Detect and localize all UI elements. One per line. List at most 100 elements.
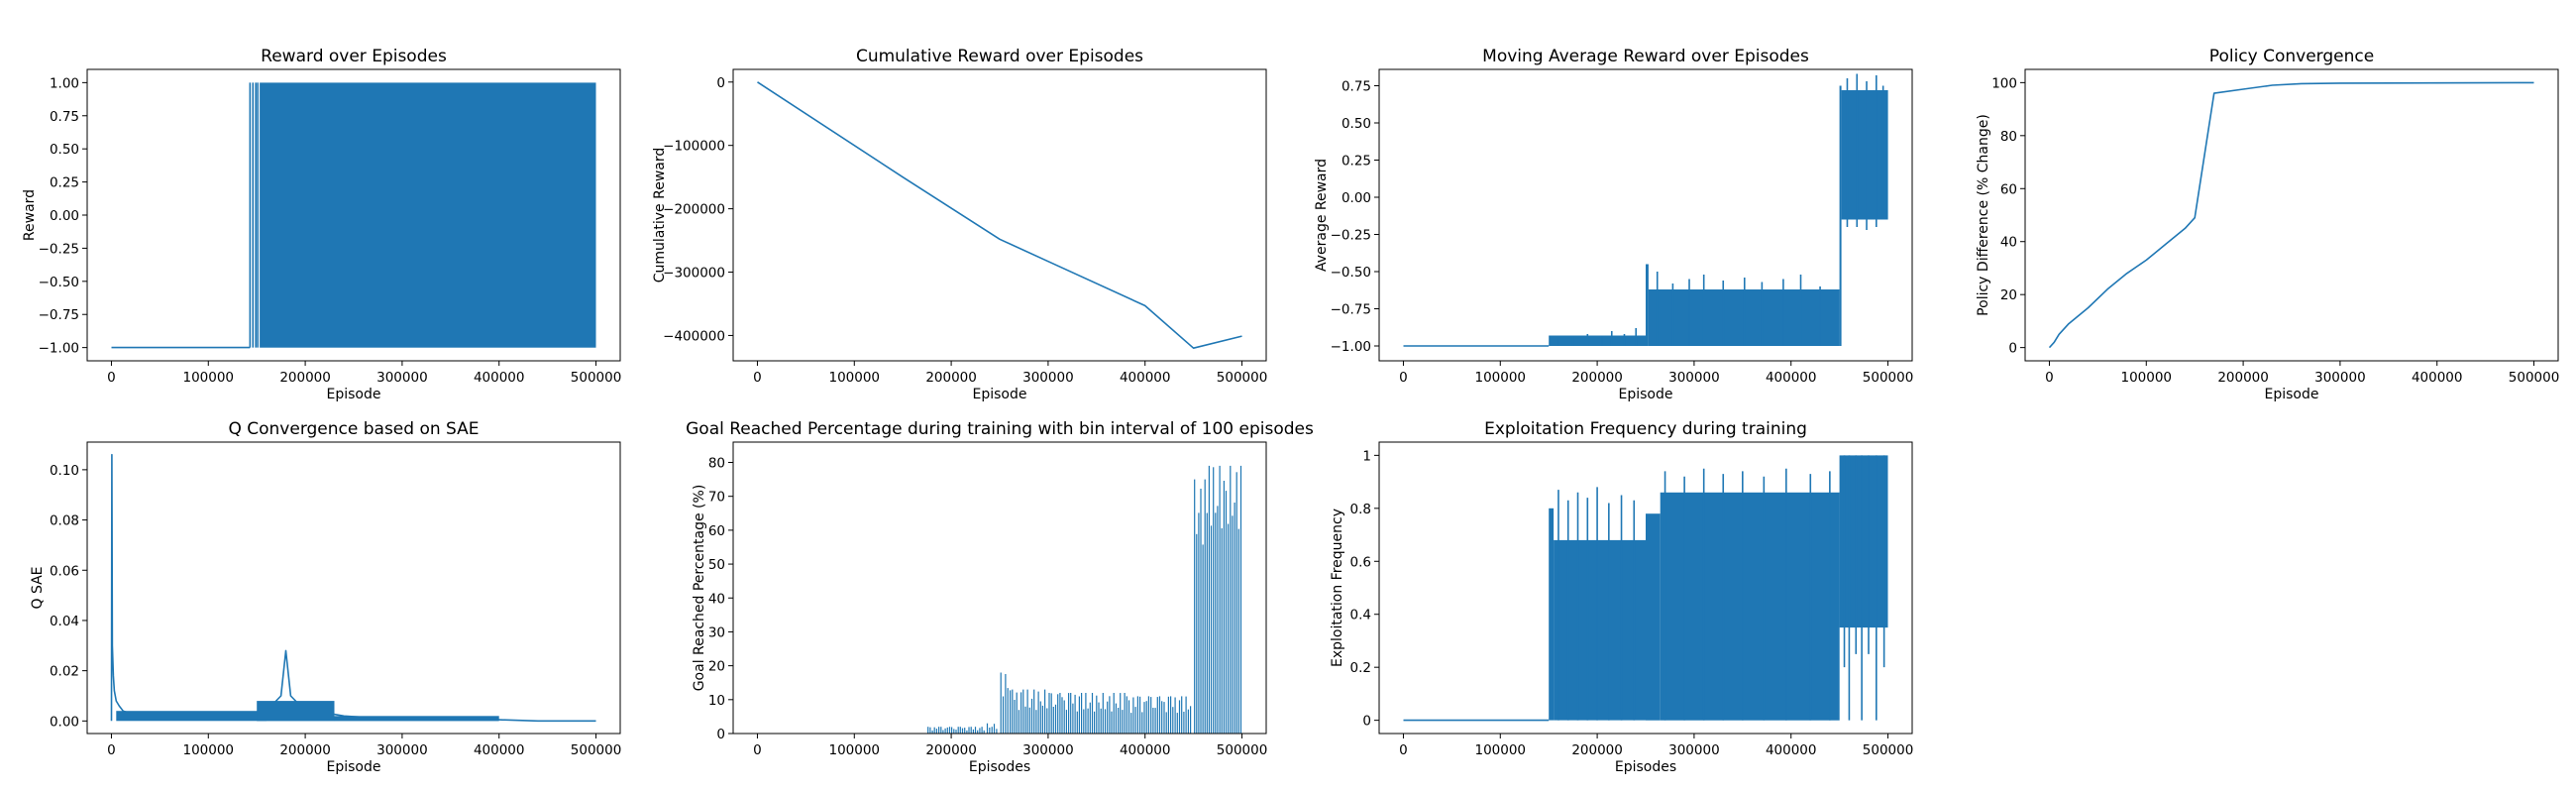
chart-6-bar-4-8 <box>1026 689 1028 734</box>
chart-3-data-band-5 <box>1841 90 1888 220</box>
chart-panel-3: 0 100000 200000 300000 400000 500000 −1.00 −0.7… <box>1314 47 1913 402</box>
chart-3-y-tick-label-7: 0.50 <box>1342 116 1371 132</box>
chart-6-y-tick-label-9: 80 <box>708 456 725 472</box>
chart-1-x-tick-label-5: 400000 <box>474 370 525 386</box>
chart-6-bar-6-17 <box>1161 701 1163 734</box>
chart-6-bar-4-7 <box>1024 706 1026 734</box>
chart-6-bar-8-2 <box>1210 525 1213 734</box>
chart-6-bar-1-24 <box>977 730 979 734</box>
chart-5-data-band-1 <box>116 711 267 722</box>
chart-2-y-tick-label-2: −300000 <box>663 266 725 282</box>
chart-1-y-tick-label-5: 0.00 <box>50 208 79 224</box>
chart-6-bar-4-12 <box>1035 710 1037 734</box>
chart-6-bar-4-5 <box>1020 692 1022 734</box>
chart-4-y-tick-label-2: 20 <box>2000 287 2017 303</box>
chart-7-x-tick-label-5: 400000 <box>1766 742 1817 758</box>
chart-1-data-band-1 <box>260 82 596 348</box>
chart-6-bar-4-9 <box>1028 707 1030 734</box>
chart-6-bar-1-14 <box>955 730 957 734</box>
chart-6-bar-5-5 <box>1057 694 1059 734</box>
chart-6-bar-1-16 <box>959 727 961 734</box>
chart-6-bar-8-14 <box>1235 472 1237 734</box>
chart-6-bar-5-11 <box>1070 693 1072 734</box>
chart-7-title: Exploitation Frequency during training <box>1484 419 1807 439</box>
chart-6-bar-6-12 <box>1150 697 1152 734</box>
chart-3-y-tick-label-6: 0.25 <box>1342 154 1371 170</box>
chart-6-bar-4-17 <box>1046 708 1048 734</box>
chart-6-bar-5-12 <box>1072 703 1074 734</box>
chart-7-x-tick-label-4: 300000 <box>1668 742 1720 758</box>
chart-6-bar-1-27 <box>983 730 985 734</box>
chart-2-y-tick-label-3: −200000 <box>663 202 725 218</box>
chart-5-data-band-2 <box>257 701 335 722</box>
chart-4-axes-frame <box>2024 68 2559 362</box>
chart-2-y-tick-label-4: −100000 <box>663 139 725 155</box>
chart-5-x-tick-label-1: 0 <box>107 742 116 758</box>
chart-6-bar-5-6 <box>1059 693 1061 734</box>
chart-6-bar-1-5 <box>935 729 937 734</box>
chart-6-bar-6-16 <box>1158 696 1161 734</box>
chart-6-bar-5-15 <box>1078 696 1080 734</box>
chart-6-bar-5-8 <box>1063 700 1065 734</box>
chart-6-bar-4-11 <box>1033 689 1035 734</box>
chart-6-bar-6-20 <box>1167 696 1169 734</box>
chart-6-bar-2-4 <box>993 724 996 734</box>
chart-4-series-line-1 <box>2048 81 2534 349</box>
chart-3-x-tick-label-6: 500000 <box>1863 370 1914 386</box>
chart-7-x-tick-label-6: 500000 <box>1863 742 1914 758</box>
chart-4-x-tick-label-4: 300000 <box>2314 370 2366 386</box>
chart-6-bar-6-10 <box>1145 701 1147 734</box>
chart-6-y-tick-label-7: 60 <box>708 523 725 539</box>
chart-4-y-tick-label-3: 40 <box>2000 235 2017 251</box>
chart-5-x-tick-label-4: 300000 <box>376 742 428 758</box>
chart-3-x-tick-label-3: 200000 <box>1571 370 1623 386</box>
chart-6-bar-1-7 <box>940 727 942 734</box>
chart-6-bar-7-5 <box>1202 544 1204 734</box>
chart-6-bar-6-21 <box>1170 696 1172 734</box>
chart-6-bar-1-25 <box>979 728 981 734</box>
chart-4-x-tick-label-6: 500000 <box>2509 370 2560 386</box>
chart-7-x-tick-label-1: 0 <box>1399 742 1408 758</box>
chart-1-y-tick-label-8: 0.75 <box>50 109 79 125</box>
chart-6-axes-frame <box>732 441 1267 735</box>
chart-6-bar-5-2 <box>1050 693 1052 734</box>
chart-5-axes-frame <box>86 441 621 735</box>
chart-6-bar-5-9 <box>1065 710 1067 734</box>
chart-6-bar-4-15 <box>1041 705 1043 734</box>
chart-6-bar-8-8 <box>1223 481 1225 734</box>
chart-3-x-axis-label: Episode <box>1619 387 1673 402</box>
chart-6-bar-3-2 <box>1002 696 1005 734</box>
chart-1-x-axis-label: Episode <box>327 387 381 402</box>
chart-panel-5: 0 100000 200000 300000 400000 500000 0.00 0.02 0… <box>30 419 621 775</box>
chart-6-bar-1-19 <box>966 730 968 734</box>
chart-5-x-tick-label-2: 100000 <box>182 742 234 758</box>
chart-6-bar-5-27 <box>1104 709 1107 734</box>
chart-7-data-band-5 <box>1839 455 1888 628</box>
chart-7-axes-frame <box>1378 441 1913 735</box>
chart-7-data-band-4 <box>1660 492 1840 721</box>
chart-5-title: Q Convergence based on SAE <box>228 419 479 439</box>
chart-6-bar-6-29 <box>1187 709 1189 734</box>
chart-6-bar-6-5 <box>1134 707 1136 734</box>
chart-6-bar-5-7 <box>1061 697 1063 734</box>
chart-6-bar-6-22 <box>1172 707 1174 734</box>
chart-6-bar-4-3 <box>1016 692 1018 734</box>
chart-1-y-tick-label-4: −0.25 <box>39 241 79 257</box>
chart-6-y-tick-label-8: 70 <box>708 490 725 506</box>
chart-4-title: Policy Convergence <box>2209 47 2374 66</box>
chart-6-bar-5-20 <box>1089 702 1091 734</box>
chart-6-x-tick-label-2: 100000 <box>828 742 880 758</box>
chart-panel-7: 0 100000 200000 300000 400000 500000 0 0.2 0.4 0.… <box>1330 419 1913 775</box>
chart-6-bar-8-9 <box>1225 491 1228 734</box>
chart-6-bar-4-1 <box>1012 689 1014 734</box>
chart-6-bar-1-11 <box>948 727 951 734</box>
chart-6-bar-1-8 <box>942 730 944 734</box>
chart-2-title: Cumulative Reward over Episodes <box>856 47 1143 66</box>
chart-6-bar-5-35 <box>1122 710 1124 734</box>
chart-4-x-tick-label-1: 0 <box>2045 370 2054 386</box>
chart-3-y-tick-label-2: −0.75 <box>1331 302 1371 318</box>
chart-6-bar-5-31 <box>1113 693 1115 734</box>
chart-2-x-tick-label-6: 500000 <box>1217 370 1268 386</box>
chart-6-bar-1-20 <box>968 727 970 734</box>
